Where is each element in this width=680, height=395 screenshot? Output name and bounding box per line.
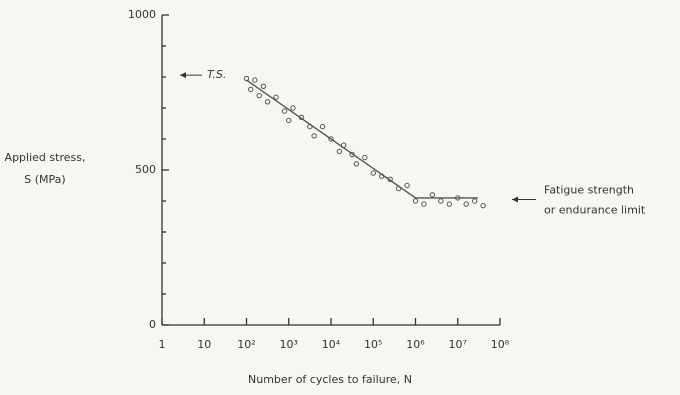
data-point bbox=[264, 99, 271, 105]
x-tick-label: 1 bbox=[159, 338, 166, 351]
annotation: Fatigue strength or endurance limit bbox=[512, 183, 646, 216]
data-point bbox=[395, 185, 402, 192]
data-point bbox=[311, 133, 317, 139]
fit-curve bbox=[246, 79, 478, 199]
y-tick-label: 1000 bbox=[128, 8, 156, 21]
x-tick-label: 10⁵ bbox=[364, 338, 382, 351]
x-axis-label: Number of cycles to failure, N bbox=[248, 373, 412, 386]
x-tick-label: 10⁶ bbox=[406, 338, 425, 351]
data-point bbox=[340, 142, 347, 148]
data-point bbox=[307, 123, 313, 130]
data-point bbox=[455, 195, 461, 201]
y-axis-label: S (MPa) bbox=[24, 173, 65, 186]
data-point bbox=[281, 108, 288, 114]
data-point bbox=[273, 94, 279, 100]
data-point bbox=[370, 170, 376, 176]
data-point bbox=[463, 201, 469, 207]
data-point bbox=[328, 136, 334, 142]
annotation-text: Fatigue strength bbox=[544, 183, 634, 196]
x-tick-label: 10⁸ bbox=[491, 338, 510, 351]
y-axis-label: Applied stress, bbox=[5, 151, 86, 164]
data-point bbox=[349, 151, 355, 158]
data-point bbox=[336, 148, 343, 155]
data-point bbox=[353, 161, 360, 167]
data-point bbox=[260, 83, 267, 90]
data-point bbox=[378, 173, 385, 179]
data-point bbox=[362, 154, 368, 161]
arrow-head bbox=[180, 72, 186, 79]
data-point bbox=[438, 198, 444, 204]
data-point bbox=[298, 114, 305, 121]
data-point bbox=[429, 192, 436, 198]
data-point bbox=[471, 198, 478, 204]
data-point bbox=[319, 123, 326, 130]
data-point bbox=[248, 86, 254, 93]
data-point bbox=[256, 92, 262, 99]
annotation-text: T.S. bbox=[207, 68, 226, 81]
data-point bbox=[412, 198, 419, 204]
annotation: T.S. bbox=[180, 68, 226, 81]
data-point bbox=[404, 182, 410, 189]
y-tick-label: 0 bbox=[149, 318, 156, 331]
x-tick-label: 10² bbox=[237, 338, 255, 351]
x-tick-label: 10⁷ bbox=[449, 338, 467, 351]
x-tick-label: 10 bbox=[197, 338, 211, 351]
data-point bbox=[480, 202, 486, 209]
data-point bbox=[421, 201, 427, 207]
x-tick-label: 10³ bbox=[280, 338, 298, 351]
data-point bbox=[286, 117, 292, 124]
data-point bbox=[290, 105, 296, 111]
data-point bbox=[252, 77, 258, 83]
x-tick-label: 10⁴ bbox=[322, 338, 341, 351]
y-tick-label: 500 bbox=[135, 163, 156, 176]
arrow-head bbox=[512, 196, 518, 203]
data-point bbox=[387, 176, 393, 183]
data-point bbox=[446, 201, 452, 207]
annotation-text: or endurance limit bbox=[544, 203, 646, 216]
data-point bbox=[243, 75, 250, 82]
